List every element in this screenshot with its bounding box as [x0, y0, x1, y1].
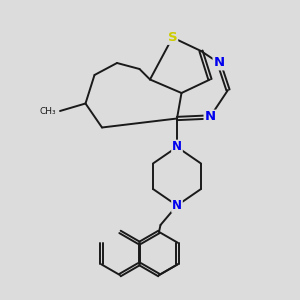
Text: N: N	[172, 140, 182, 154]
Text: N: N	[213, 56, 225, 70]
Text: N: N	[172, 199, 182, 212]
Text: N: N	[204, 110, 216, 124]
Text: CH₃: CH₃	[40, 106, 56, 116]
Text: S: S	[168, 31, 177, 44]
